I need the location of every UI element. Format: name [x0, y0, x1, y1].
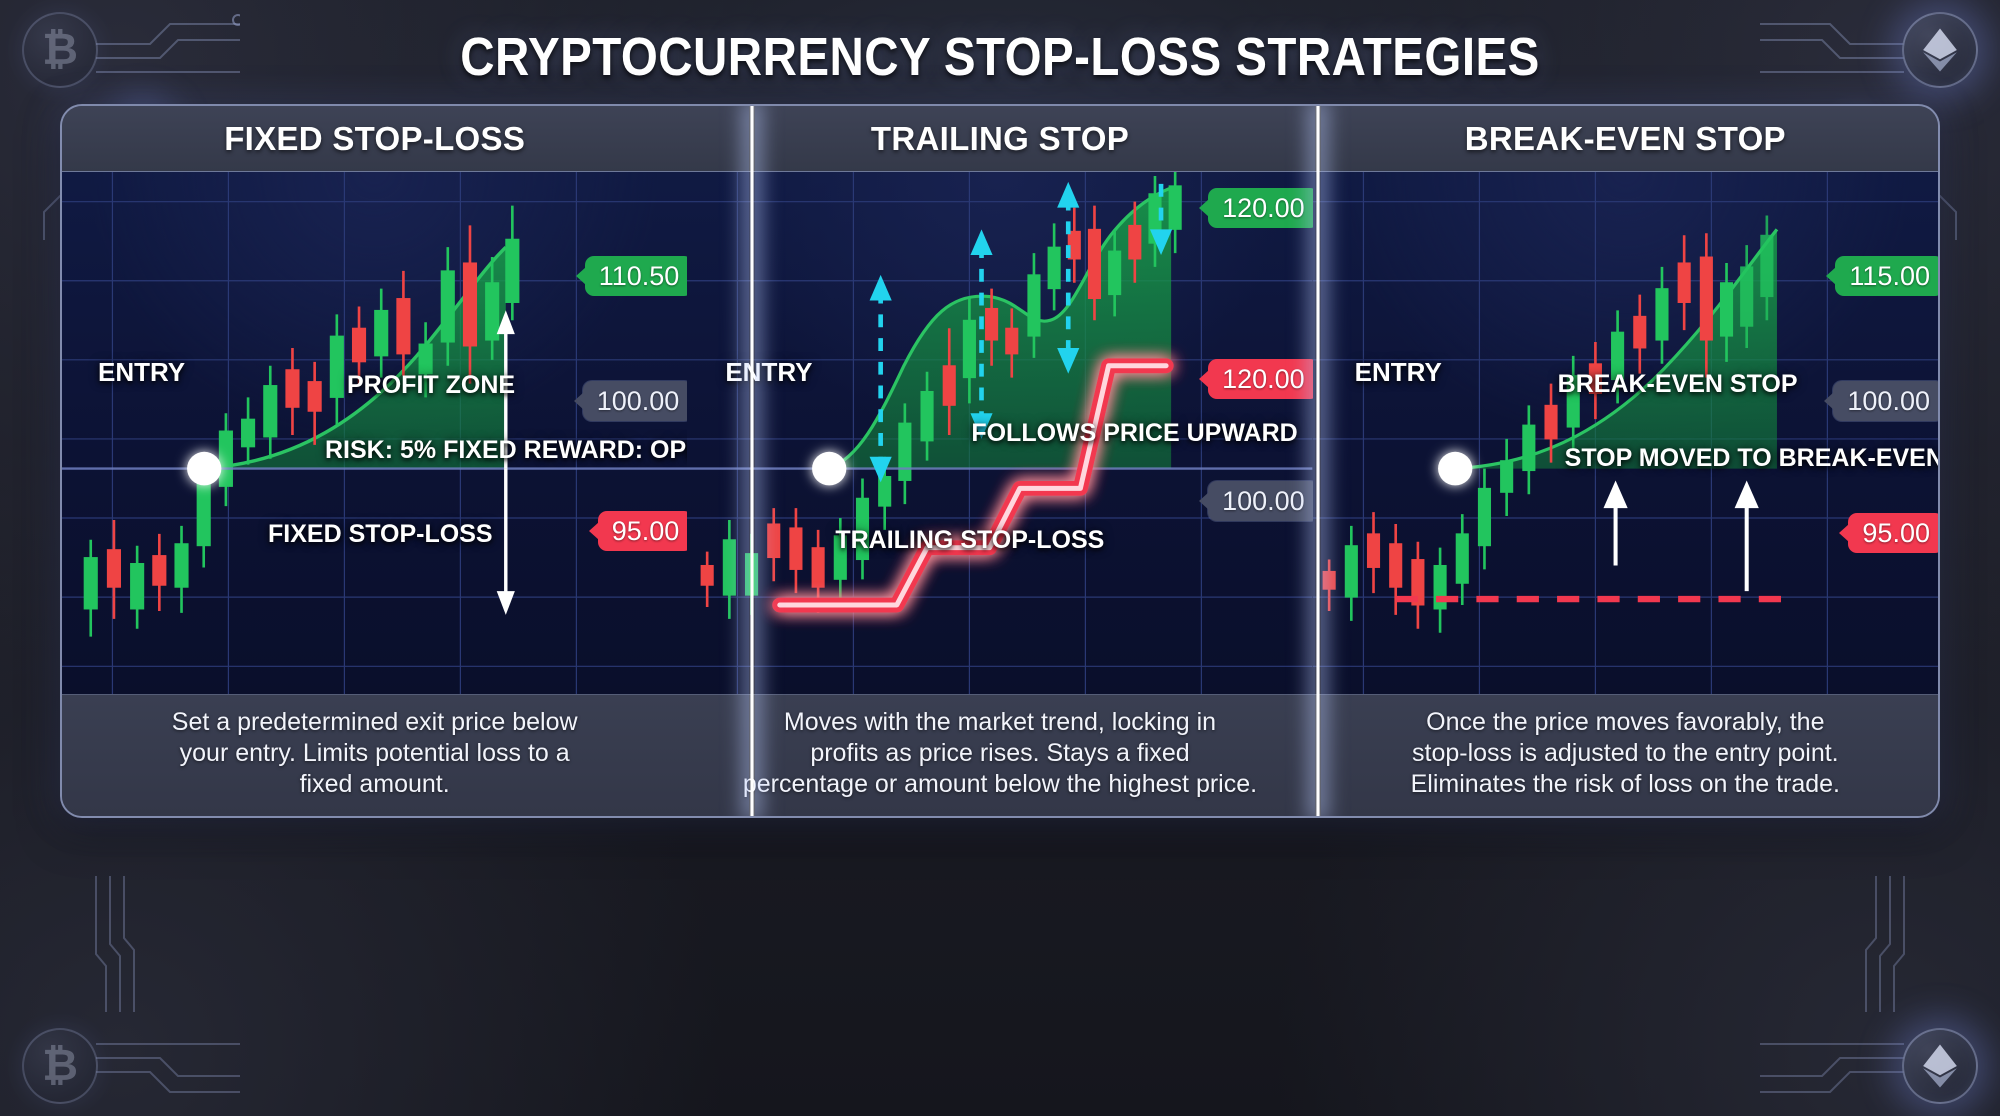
caption-line: Set a predetermined exit price below [171, 707, 578, 736]
price-badge-high-trailing: 120.00 [1208, 188, 1313, 228]
bitcoin-glyph: ₿ [42, 25, 78, 74]
page-title: CRYPTOCURRENCY STOP-LOSS STRATEGIES [460, 27, 1540, 87]
caption-line: Once the price moves favorably, the [1426, 707, 1825, 736]
ethereum-glyph [1923, 28, 1957, 72]
label-risk-reward: RISK: 5% FIXED REWARD: OPEN [325, 436, 687, 466]
bitcoin-icon: ₿ [22, 1028, 98, 1104]
ethereum-icon [1902, 12, 1978, 88]
chart-break-even-stop: 115.00 100.00 95.00 ENTRY BREAK-EVEN STO… [1312, 172, 1938, 694]
chart-trailing-stop: 120.00 120.00 100.00 ENTRY FOLLOWS PRICE… [687, 172, 1313, 694]
caption-line: Eliminates the risk of loss on the trade… [1410, 770, 1840, 799]
caption-trailing: Moves with the market trend, locking in … [687, 694, 1313, 816]
panel-title-trailing: TRAILING STOP [870, 119, 1130, 157]
follows-line-1: FOLLOWS PRICE [971, 419, 1180, 447]
panel-title-breakeven: BREAK-EVEN STOP [1464, 119, 1786, 157]
bitcoin-icon: ₿ [22, 12, 98, 88]
label-trailing-stop-loss: TRAILING STOP-LOSS [835, 526, 1105, 554]
panel-title-fixed: FIXED STOP-LOSS [224, 119, 526, 157]
label-follows-price-upward: FOLLOWS PRICE UPWARD [971, 419, 1297, 449]
caption-line: your entry. Limits potential loss to a [179, 738, 570, 767]
price-badge-entry-breakeven: 100.00 [1833, 381, 1938, 421]
ethereum-icon [1902, 1028, 1978, 1104]
chart-fixed-stop-loss: 110.50 100.00 95.00 ENTRY PROFIT ZONE RI… [62, 172, 688, 694]
panel-divider-1 [749, 106, 755, 816]
caption-fixed: Set a predetermined exit price below you… [62, 694, 688, 816]
moved-line-1: STOP MOVED TO [1564, 444, 1772, 472]
label-entry-fixed: ENTRY [98, 357, 186, 387]
label-entry-trailing: ENTRY [725, 357, 813, 387]
panel-header-trailing: TRAILING STOP [687, 106, 1313, 172]
price-badge-high-breakeven: 115.00 [1835, 256, 1938, 296]
panel-header-breakeven: BREAK-EVEN STOP [1312, 106, 1938, 172]
price-badge-stop-fixed: 95.00 [597, 511, 688, 551]
label-fixed-stop-loss: FIXED STOP-LOSS [268, 520, 493, 548]
label-entry-breakeven: ENTRY [1354, 357, 1442, 387]
label-profit-zone: PROFIT ZONE [347, 371, 516, 399]
caption-line: Moves with the market trend, locking in [783, 707, 1217, 736]
price-badge-stop-trailing: 120.00 [1208, 359, 1313, 399]
reward-line: REWARD: OPEN [523, 436, 688, 464]
panel-divider-2 [1315, 106, 1321, 816]
caption-breakeven: Once the price moves favorably, the stop… [1312, 694, 1938, 816]
caption-line: fixed amount. [299, 770, 450, 799]
price-badge-entry-fixed: 100.00 [582, 381, 688, 421]
label-break-even-stop: BREAK-EVEN STOP [1557, 370, 1798, 398]
bitcoin-glyph: ₿ [42, 1041, 78, 1090]
label-stop-moved-to-break-even: STOP MOVED TO BREAK-EVEN [1565, 444, 1938, 474]
caption-line: profits as price rises. Stays a fixed [810, 738, 1190, 767]
panel-fixed-stop-loss: FIXED STOP-LOSS [62, 106, 688, 816]
panel-break-even-stop: BREAK-EVEN STOP [1312, 106, 1938, 816]
ethereum-glyph [1923, 1044, 1957, 1088]
follows-line-2: UPWARD [1186, 419, 1298, 447]
caption-line: percentage or amount below the highest p… [742, 770, 1258, 799]
strategies-card: FIXED STOP-LOSS [60, 104, 1940, 818]
price-badge-high-fixed: 110.50 [584, 256, 688, 296]
panel-trailing-stop: TRAILING STOP [687, 106, 1313, 816]
caption-line: stop-loss is adjusted to the entry point… [1412, 738, 1839, 767]
price-badge-stop-breakeven: 95.00 [1848, 513, 1938, 553]
risk-line: RISK: 5% FIXED [325, 436, 517, 464]
price-badge-entry-trailing: 100.00 [1208, 481, 1313, 521]
moved-line-2: BREAK-EVEN [1778, 444, 1938, 472]
panel-header-fixed: FIXED STOP-LOSS [62, 106, 688, 172]
